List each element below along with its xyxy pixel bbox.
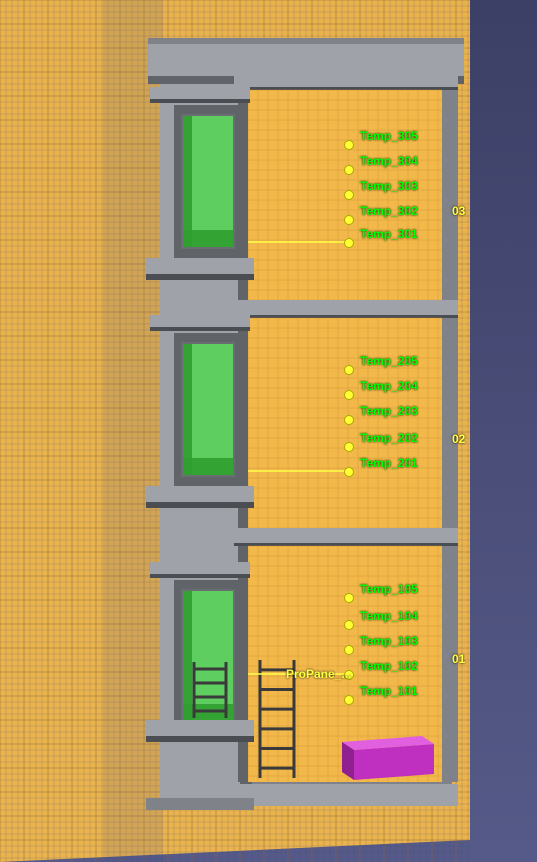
sensor-label[interactable]: Temp_204 (360, 379, 418, 393)
sensor-dot[interactable] (344, 215, 354, 225)
floor-side-label: 01 (452, 652, 465, 666)
sensor-dot[interactable] (344, 165, 354, 175)
sensor-dot[interactable] (344, 390, 354, 400)
sensor-label[interactable]: Temp_205 (360, 354, 418, 368)
sensor-label[interactable]: Temp_203 (360, 404, 418, 418)
sensor-label[interactable]: Temp_102 (360, 659, 418, 673)
sensor-dot[interactable] (344, 415, 354, 425)
floor-side-label: 03 (452, 204, 465, 218)
sensor-label[interactable]: Temp_302 (360, 204, 418, 218)
floor-side-label: 02 (452, 432, 465, 446)
viewport-3d[interactable]: 03 Temp_305 Temp_304 Temp_303 Temp_302 Temp_3… (0, 0, 537, 862)
sensor-label[interactable]: Temp_303 (360, 179, 418, 193)
sensor-label[interactable]: Temp_201 (360, 456, 418, 470)
sensor-label[interactable]: Temp_105 (360, 582, 418, 596)
sensor-dot[interactable] (344, 620, 354, 630)
sensor-overlay: 03 Temp_305 Temp_304 Temp_303 Temp_302 Temp_3… (0, 0, 537, 862)
sensor-label[interactable]: Temp_103 (360, 634, 418, 648)
sensor-dot[interactable] (344, 645, 354, 655)
sensor-label[interactable]: Temp_202 (360, 431, 418, 445)
sensor-dot[interactable] (344, 140, 354, 150)
burner-label[interactable]: ProPane_... (286, 667, 351, 681)
sensor-dot[interactable] (344, 442, 354, 452)
sensor-label[interactable]: Temp_301 (360, 227, 418, 241)
sensor-dot[interactable] (344, 190, 354, 200)
sensor-dot[interactable] (344, 238, 354, 248)
sensor-dot[interactable] (344, 467, 354, 477)
sensor-label[interactable]: Temp_304 (360, 154, 418, 168)
sensor-dot[interactable] (344, 695, 354, 705)
sensor-dot[interactable] (344, 593, 354, 603)
sensor-label[interactable]: Temp_104 (360, 609, 418, 623)
sensor-label[interactable]: Temp_305 (360, 129, 418, 143)
sensor-dot[interactable] (344, 365, 354, 375)
sensor-label[interactable]: Temp_101 (360, 684, 418, 698)
